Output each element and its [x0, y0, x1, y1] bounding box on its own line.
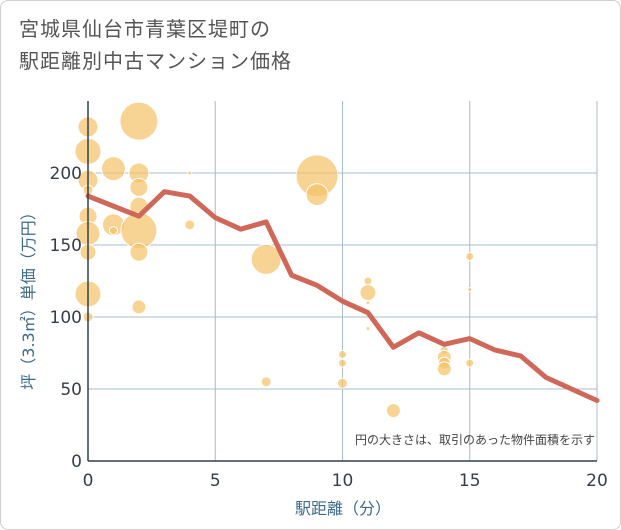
- data-point: [338, 349, 347, 359]
- x-axis-label: 駅距離（分）: [295, 499, 391, 518]
- data-point: [337, 377, 348, 389]
- y-axis-label: 坪（3.3㎡）単価（万円）: [19, 204, 38, 389]
- data-point: [338, 358, 347, 368]
- x-tick-label: 15: [459, 471, 481, 491]
- y-tick-label: 100: [50, 308, 82, 328]
- data-point: [129, 242, 149, 262]
- chart-title-line-1: 宮城県仙台市青葉区堤町の: [19, 17, 271, 41]
- data-point: [365, 326, 371, 332]
- x-tick-label: 5: [210, 471, 221, 491]
- data-point: [108, 226, 118, 236]
- data-point: [365, 300, 371, 306]
- y-tick-label: 0: [71, 452, 82, 472]
- axes: [87, 101, 597, 462]
- data-point: [363, 276, 373, 286]
- trend-line-layer: [85, 189, 600, 404]
- bubble-size-note: 円の大きさは、取引のあった物件面積を示す: [355, 432, 595, 447]
- bubble-layer: [74, 101, 475, 419]
- data-point: [184, 219, 196, 231]
- data-point: [359, 284, 377, 302]
- data-point: [131, 299, 147, 315]
- data-point: [465, 252, 475, 262]
- x-tick-label: 0: [83, 471, 94, 491]
- x-tick-label: 20: [586, 471, 608, 491]
- data-point: [305, 183, 329, 207]
- data-point: [260, 376, 272, 388]
- average-price-line: [85, 189, 600, 404]
- x-tick-label: 10: [332, 471, 354, 491]
- data-point: [436, 361, 452, 377]
- grid-lines: [87, 101, 598, 462]
- data-point: [100, 156, 126, 182]
- y-tick-label: 200: [50, 164, 82, 184]
- data-point: [119, 101, 159, 141]
- data-point: [465, 358, 475, 368]
- y-tick-label: 150: [50, 236, 82, 256]
- data-point: [250, 243, 282, 275]
- data-point: [467, 287, 473, 293]
- data-point: [187, 170, 193, 176]
- data-point: [385, 403, 401, 419]
- data-point: [129, 177, 149, 197]
- y-tick-label: 50: [60, 380, 82, 400]
- chart-title-line-2: 駅距離別中古マンション価格: [19, 49, 292, 73]
- chart-title: 宮城県仙台市青葉区堤町の 駅距離別中古マンション価格: [19, 13, 419, 77]
